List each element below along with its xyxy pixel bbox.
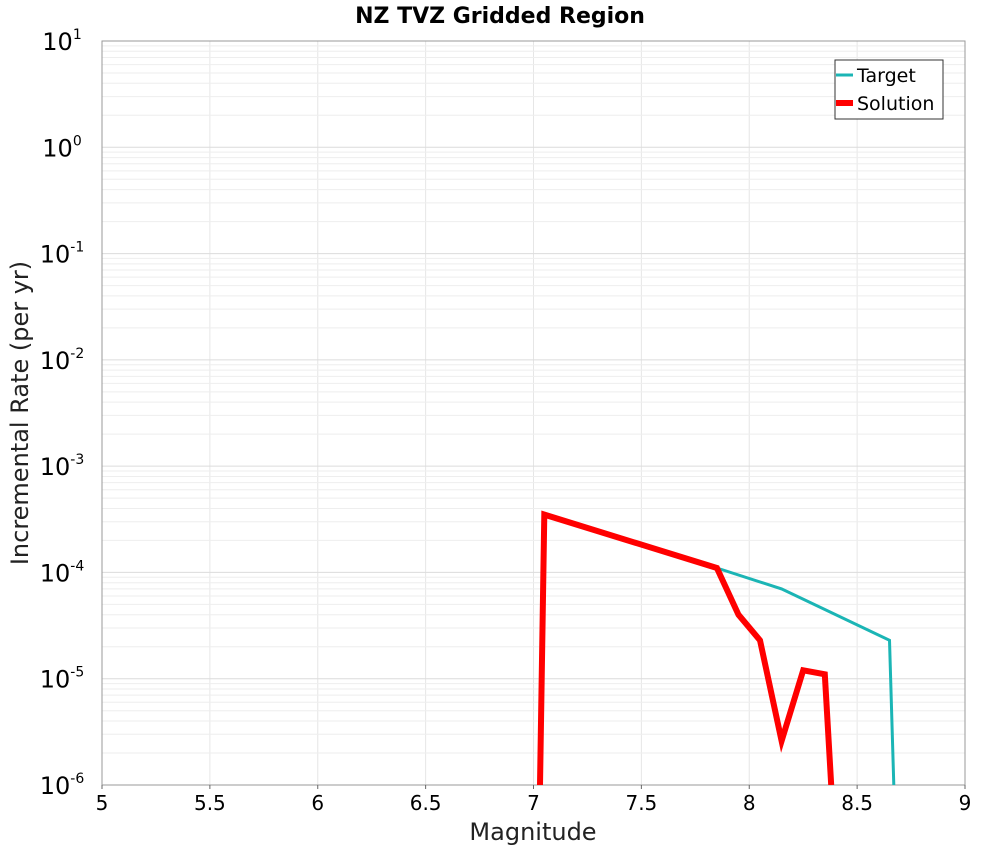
legend-box	[834, 59, 944, 120]
series-lines	[537, 510, 896, 785]
y-axis-label: Incremental Rate (per yr)	[6, 261, 34, 565]
y-tick-label: 10-4	[40, 558, 85, 587]
chart-title: NZ TVZ Gridded Region	[355, 4, 645, 29]
y-tick-label: 101	[42, 27, 81, 56]
x-tick-label: 5	[96, 791, 109, 815]
y-tick-label: 10-3	[40, 452, 85, 481]
x-tick-label: 6	[311, 791, 324, 815]
x-axis-label: Magnitude	[469, 818, 596, 846]
y-axis-ticks: 101 100 10-1 10-2 10-3 10-4 10-5 10-6	[40, 27, 85, 800]
legend-label-solution: Solution	[857, 93, 934, 115]
y-tick-label: 100	[42, 133, 81, 162]
x-tick-label: 5.5	[194, 791, 226, 815]
grid	[101, 41, 966, 786]
legend: Target Solution	[834, 59, 944, 120]
x-tick-label: 7	[527, 791, 540, 815]
x-tick-label: 8.5	[841, 791, 873, 815]
series-line-solution	[537, 510, 835, 785]
y-tick-label: 10-1	[40, 240, 85, 269]
y-tick-label: 10-5	[40, 665, 85, 694]
legend-label-target: Target	[856, 65, 916, 87]
x-tick-label: 6.5	[410, 791, 442, 815]
x-tick-label: 7.5	[625, 791, 657, 815]
series-line-target	[538, 512, 896, 785]
x-axis-ticks: 5 5.5 6 6.5 7 7.5 8 8.5 9	[96, 785, 972, 815]
y-tick-label: 10-6	[40, 771, 85, 800]
x-tick-label: 9	[959, 791, 972, 815]
x-tick-label: 8	[743, 791, 756, 815]
y-tick-label: 10-2	[40, 346, 85, 375]
